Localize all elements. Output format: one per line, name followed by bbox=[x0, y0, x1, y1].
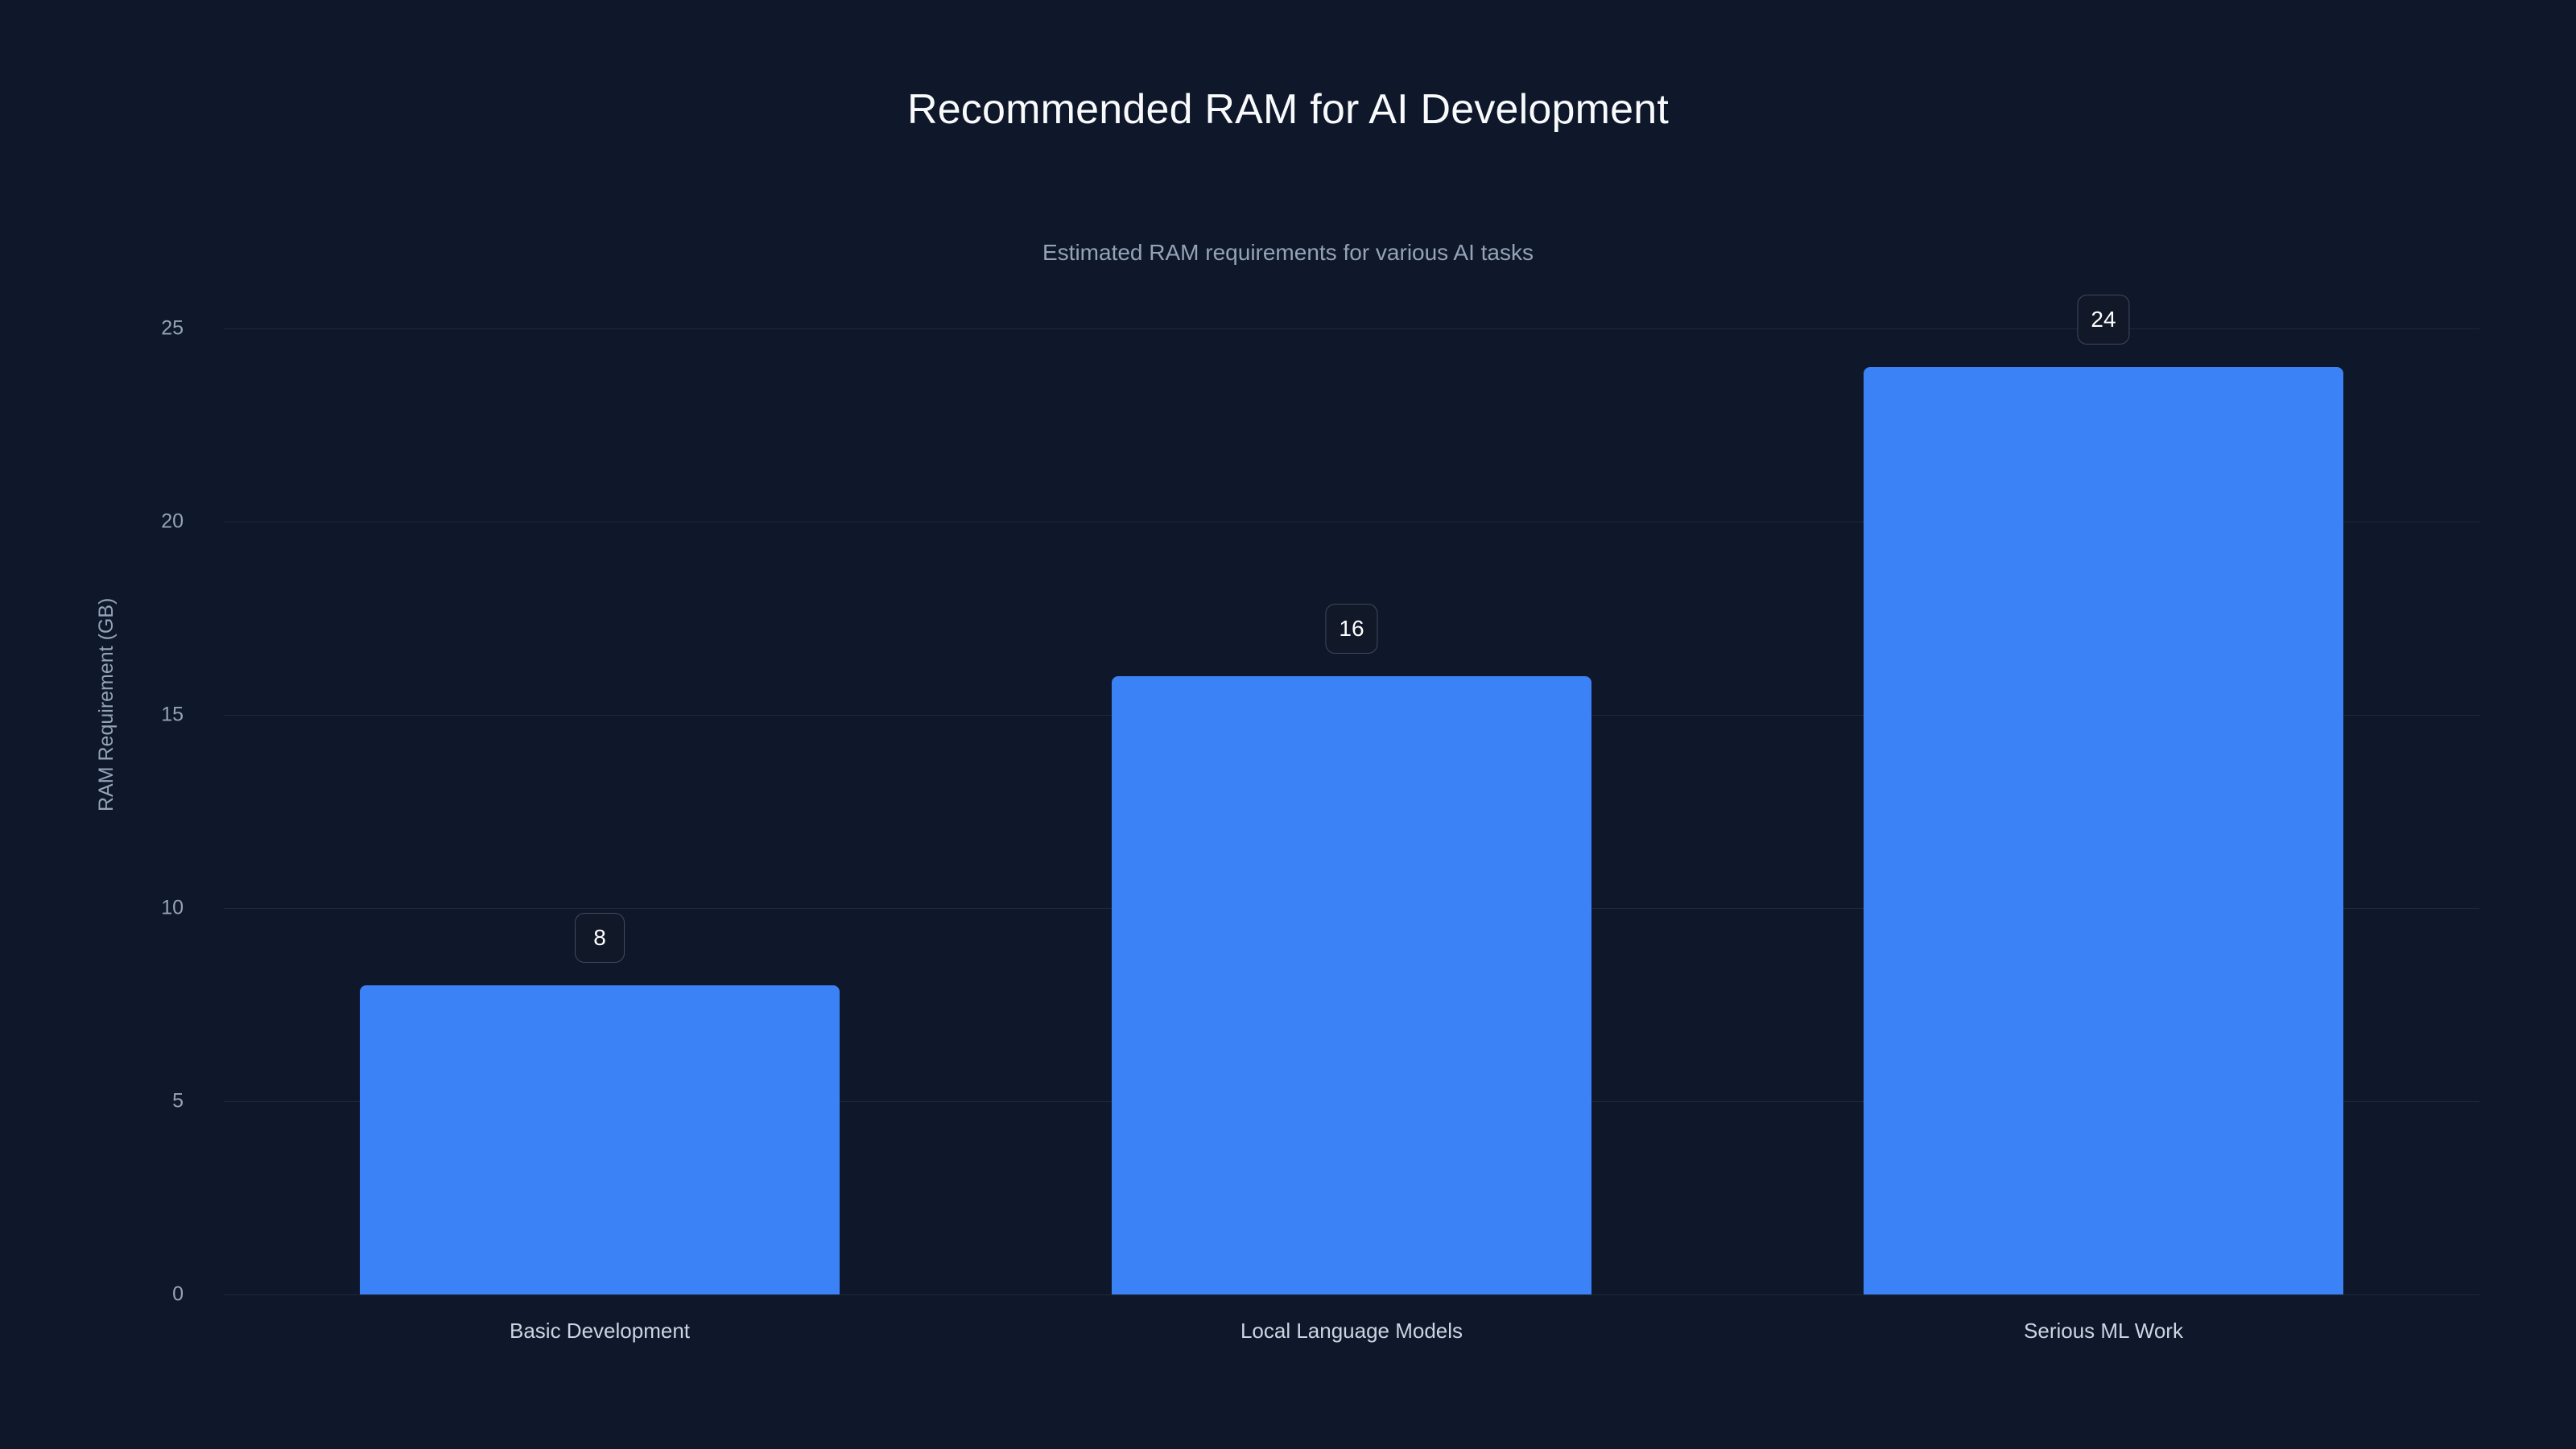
y-axis-tick-label: 0 bbox=[172, 1282, 184, 1306]
gridline bbox=[224, 328, 2479, 329]
y-axis-tick-labels: 0 5 10 15 20 25 bbox=[0, 317, 208, 1306]
x-axis-tick-labels: Basic Development Local Language Models Se… bbox=[224, 1320, 2479, 1360]
bar-3[interactable] bbox=[1864, 367, 2343, 1294]
bar-value-badge: 16 bbox=[1325, 604, 1378, 654]
chart-title: Recommended RAM for AI Development bbox=[906, 86, 1670, 133]
bar-1[interactable] bbox=[360, 985, 840, 1294]
y-axis-tick-label: 15 bbox=[161, 703, 184, 726]
y-axis-tick-label: 10 bbox=[161, 896, 184, 919]
x-axis-tick-label: Local Language Models bbox=[1240, 1319, 1463, 1343]
y-axis-tick-label: 25 bbox=[161, 316, 184, 340]
gridline bbox=[224, 1294, 2479, 1295]
y-axis-tick-label: 5 bbox=[172, 1089, 184, 1113]
bar-2[interactable] bbox=[1112, 676, 1591, 1294]
x-axis-tick-label: Basic Development bbox=[510, 1319, 690, 1343]
chart-subtitle: Estimated RAM requirements for various A… bbox=[1042, 240, 1534, 265]
bar-value-badge: 24 bbox=[2077, 295, 2130, 345]
x-axis-tick-label: Serious ML Work bbox=[2024, 1319, 2183, 1343]
plot-area: 8 16 24 bbox=[224, 295, 2479, 1295]
y-axis-tick-label: 20 bbox=[161, 510, 184, 533]
bar-value-badge: 8 bbox=[575, 913, 625, 963]
